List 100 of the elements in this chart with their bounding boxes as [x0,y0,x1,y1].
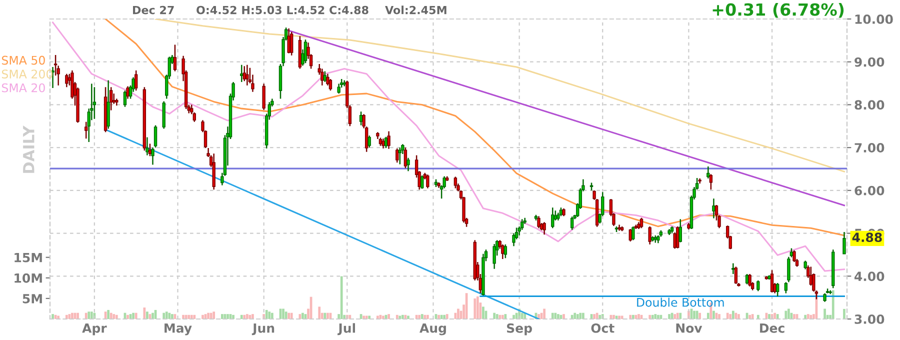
bar [143,307,146,319]
candlestick [792,250,796,263]
candlestick [678,218,682,243]
candlestick [426,174,430,189]
bar [482,306,484,319]
bar [504,314,507,319]
candlestick [732,262,735,275]
bar [134,312,138,319]
bar [376,316,379,319]
candlestick [212,152,216,190]
x-tick-label: Dec [760,324,784,333]
bar [84,312,88,319]
bar [220,314,224,319]
candlestick [756,280,760,292]
bar [712,310,715,319]
candlestick [146,136,149,156]
bar [648,314,652,319]
bar [706,312,710,319]
candlestick [106,80,110,130]
bar [388,314,390,319]
bar [576,314,579,319]
bar [171,314,174,319]
bar [418,314,421,319]
candlestick [537,216,540,229]
bar [126,314,129,319]
y-tick-label: 9.00 [854,57,884,67]
bar [212,312,216,319]
bar [240,314,243,319]
bar [618,316,620,319]
y2-tick-label: 5M [22,294,42,304]
candlestick [501,244,504,260]
y2-tick-label: 15M [14,252,42,262]
bar [324,312,326,319]
bar [570,314,574,319]
candlestick [328,78,332,92]
bar [152,312,154,319]
bar [402,314,404,319]
bar [718,314,720,319]
bar [784,310,788,319]
bar [738,314,740,319]
bar [632,314,634,319]
bar [496,314,498,319]
candlestick [382,138,385,150]
bar [543,308,546,319]
bar [162,312,166,319]
candlestick [406,157,410,172]
candlestick [676,226,680,249]
y-tick-label: 3.00 [854,314,884,324]
x-tick-label: Sep [506,323,532,336]
candlestick [246,64,249,86]
bar [57,316,60,319]
bar [806,314,810,319]
x-tick-label: Nov [676,324,702,333]
bar [498,314,502,319]
bar [693,310,696,319]
x-tick-label: Jul [338,323,356,336]
candlestick [404,146,408,169]
bar [168,312,171,319]
bar [318,306,321,319]
bar [579,312,582,319]
candlestick [420,174,424,190]
candlestick [65,73,68,88]
candlestick [706,166,710,180]
candlestick [240,64,244,83]
bar [362,316,365,319]
candlestick [337,83,340,94]
bar [365,316,368,319]
bar [268,312,271,319]
bar [226,314,229,319]
bar [398,316,402,319]
candlestick [126,86,130,100]
candlestick [632,226,635,241]
candlestick [387,130,390,150]
text: +0.31 (6.78%) [712,2,844,18]
bar [476,296,479,319]
bar [474,298,476,319]
line-series [154,19,845,172]
candlestick [290,31,294,56]
bar [512,314,515,319]
x-tick-label: Apr [82,324,107,336]
bar [793,314,796,319]
bar [246,314,248,319]
candlestick [570,216,574,230]
line-series [52,22,845,272]
bar [207,312,210,319]
bar [651,314,654,319]
candlestick [320,68,324,86]
y2-tick-label: 10M [14,273,42,283]
candlestick [492,243,496,270]
bar [574,312,576,319]
y-tick-label: 10.00 [855,14,893,24]
bar [551,312,554,319]
y-tick-label: 6.00 [854,186,884,196]
bar [270,312,274,319]
bar [232,314,234,319]
bar [190,314,193,319]
x-tick-label: Jun [252,324,274,336]
bar [557,314,560,319]
candlestick [396,148,399,164]
bar [674,314,676,319]
